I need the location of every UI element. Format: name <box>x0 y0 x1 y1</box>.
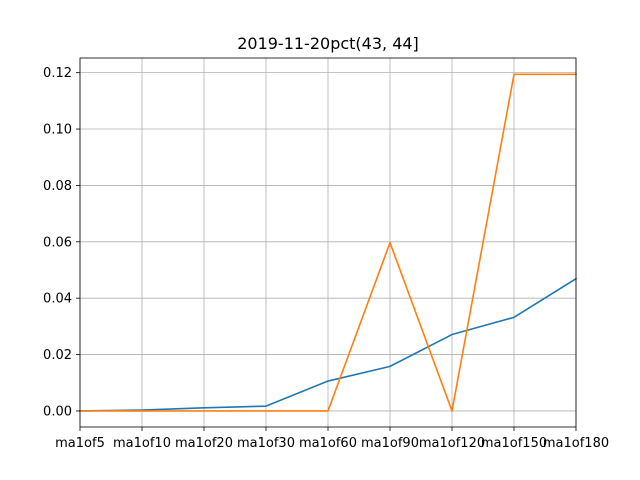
y-tick-label: 0.08 <box>43 179 72 194</box>
series-layer <box>79 73 578 412</box>
grid-lines <box>79 58 577 427</box>
y-axis: 0.00 0.02 0.04 0.06 0.08 0.10 0.12 <box>43 66 80 419</box>
y-tick-label: 0.12 <box>43 66 72 81</box>
x-tick-label: ma1of60 <box>299 436 357 451</box>
y-tick-label: 0.02 <box>43 348 72 363</box>
chart-title: 2019-11-20pct(43, 44] <box>237 34 419 53</box>
series-line-1 <box>79 277 578 412</box>
y-tick-label: 0.10 <box>43 123 72 138</box>
y-tick-label: 0.04 <box>43 292 72 307</box>
x-tick-label: ma1of5 <box>55 436 105 451</box>
x-axis: ma1of5 ma1of10 ma1of20 ma1of30 ma1of60 ma1of9… <box>55 427 609 451</box>
x-tick-label: ma1of150 <box>481 436 547 451</box>
y-tick-label: 0.06 <box>43 235 72 250</box>
y-tick-label: 0.00 <box>43 404 72 419</box>
x-tick-label: ma1of90 <box>361 436 419 451</box>
x-tick-label: ma1of180 <box>543 436 609 451</box>
x-tick-label: ma1of10 <box>113 436 171 451</box>
x-tick-label: ma1of20 <box>175 436 233 451</box>
x-tick-label: ma1of120 <box>419 436 485 451</box>
series-line-2 <box>79 73 577 412</box>
x-tick-label: ma1of30 <box>237 436 295 451</box>
